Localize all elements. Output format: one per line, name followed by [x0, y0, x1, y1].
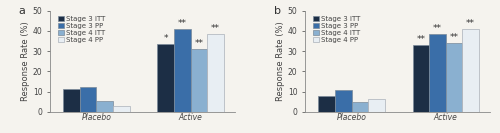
Bar: [207, 34, 224, 112]
Text: a: a: [18, 6, 26, 16]
Bar: [368, 99, 385, 112]
Bar: [352, 102, 368, 112]
Bar: [174, 29, 190, 112]
Legend: Stage 3 ITT, Stage 3 PP, Stage 4 ITT, Stage 4 PP: Stage 3 ITT, Stage 3 PP, Stage 4 ITT, St…: [312, 15, 362, 44]
Bar: [318, 95, 335, 112]
Bar: [446, 43, 462, 112]
Y-axis label: Response Rate (%): Response Rate (%): [21, 21, 30, 101]
Bar: [190, 49, 207, 112]
Text: **: **: [211, 24, 220, 33]
Text: **: **: [178, 19, 187, 28]
Bar: [335, 90, 351, 112]
Y-axis label: Response Rate (%): Response Rate (%): [276, 21, 285, 101]
Text: **: **: [433, 24, 442, 33]
Bar: [64, 90, 80, 112]
Bar: [80, 88, 96, 112]
Bar: [462, 29, 479, 112]
Text: **: **: [416, 35, 426, 44]
Bar: [158, 44, 174, 112]
Text: *: *: [164, 34, 168, 43]
Bar: [412, 45, 429, 112]
Text: **: **: [194, 39, 203, 48]
Legend: Stage 3 ITT, Stage 3 PP, Stage 4 ITT, Stage 4 PP: Stage 3 ITT, Stage 3 PP, Stage 4 ITT, St…: [57, 15, 106, 44]
Text: **: **: [450, 33, 458, 42]
Bar: [429, 34, 446, 112]
Bar: [96, 101, 113, 112]
Text: b: b: [274, 6, 280, 16]
Text: **: **: [466, 19, 475, 28]
Bar: [113, 106, 130, 112]
